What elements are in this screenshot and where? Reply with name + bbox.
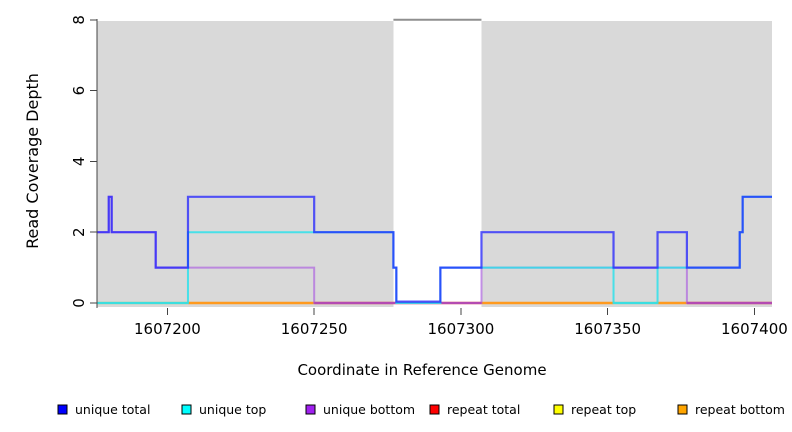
plot-generated-layer: 1607200 1607250 1607300 1607350 1607400 0 2 4 6 8… xyxy=(57,15,788,417)
y-axis-title: Read Coverage Depth xyxy=(23,73,42,249)
legend-swatch-unique-top xyxy=(181,404,192,415)
legend-swatch-unique-total xyxy=(57,404,68,415)
plot-background-region xyxy=(97,21,394,307)
legend-swatch-repeat-bottom xyxy=(677,404,688,415)
x-tick-label: 1607300 xyxy=(428,320,495,338)
legend-label: unique bottom xyxy=(323,402,415,417)
y-tick-label: 4 xyxy=(70,157,88,167)
y-tick-label: 0 xyxy=(70,298,88,308)
plot-background-region xyxy=(481,21,772,307)
legend-swatch-repeat-total xyxy=(429,404,440,415)
y-tick-label: 6 xyxy=(70,86,88,96)
legend-label: repeat top xyxy=(571,402,636,417)
x-tick-label: 1607400 xyxy=(721,320,788,338)
x-tick-label: 1607250 xyxy=(281,320,348,338)
x-tick-label: 1607200 xyxy=(134,320,201,338)
x-axis-title: Coordinate in Reference Genome xyxy=(297,361,546,379)
legend-swatch-unique-bottom xyxy=(305,404,316,415)
legend-label: repeat bottom xyxy=(695,402,785,417)
legend-label: unique total xyxy=(75,402,150,417)
y-tick-label: 8 xyxy=(70,15,88,25)
legend-label: unique top xyxy=(199,402,266,417)
plot-background-region xyxy=(393,21,482,307)
series-line-unique-total xyxy=(97,195,772,303)
x-tick-label: 1607350 xyxy=(574,320,641,338)
legend-swatch-repeat-top xyxy=(553,404,564,415)
legend-label: repeat total xyxy=(447,402,520,417)
y-tick-label: 2 xyxy=(70,227,88,237)
